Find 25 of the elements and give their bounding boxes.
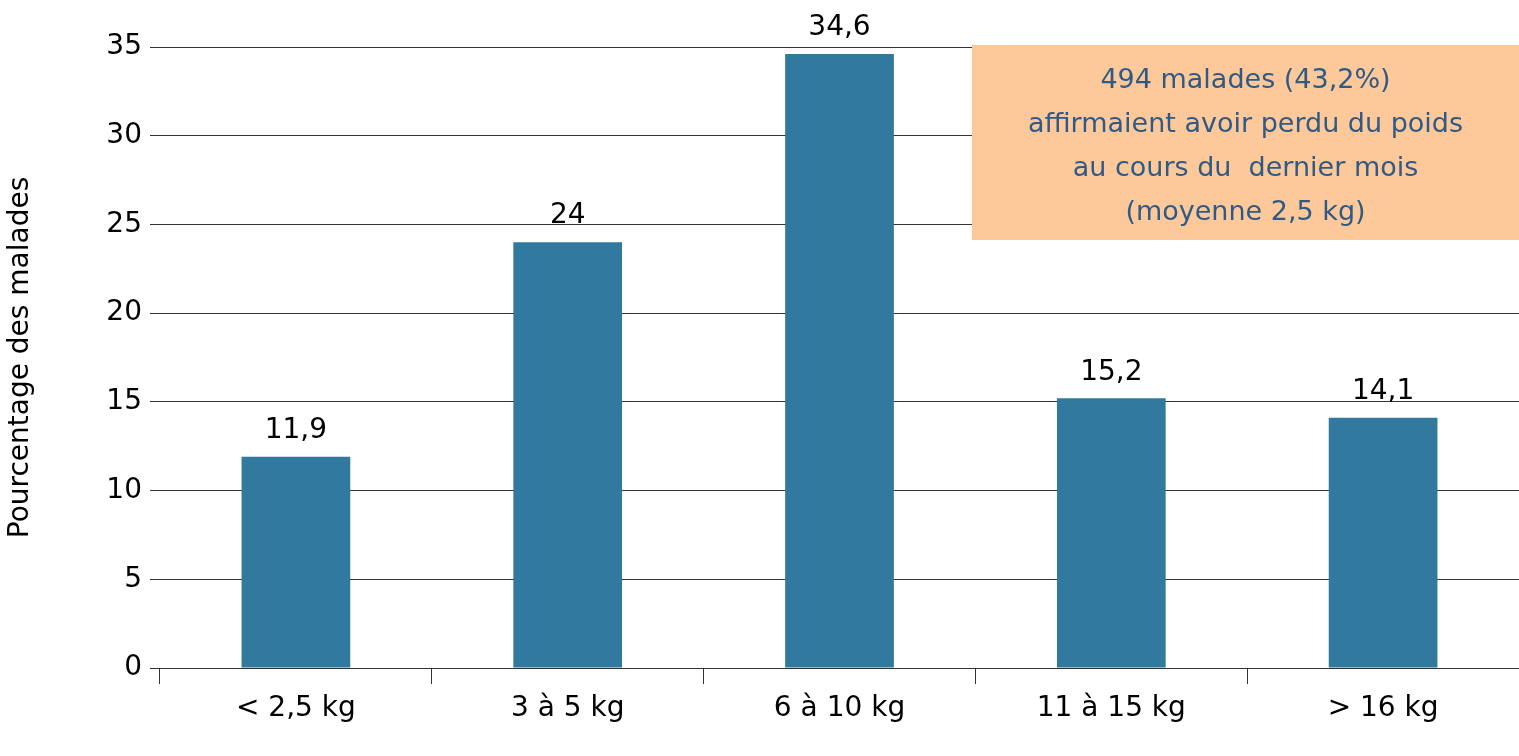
data-label: 34,6 <box>808 9 871 43</box>
data-label: 11,9 <box>264 412 328 446</box>
y-tick-label: 35 <box>106 28 142 62</box>
bar <box>785 54 894 668</box>
bar <box>513 242 623 668</box>
data-label: 15,2 <box>1080 353 1143 387</box>
x-tick-label: 11 à 15 kg <box>1036 690 1186 724</box>
x-tick-label: > 16 kg <box>1327 690 1439 724</box>
x-tick-label: < 2,5 kg <box>236 690 356 724</box>
data-label: 14,1 <box>1351 373 1415 407</box>
y-tick-label: 30 <box>106 117 142 150</box>
bar <box>241 456 351 668</box>
y-tick-label: 15 <box>106 383 142 417</box>
y-tick-label: 5 <box>124 560 142 594</box>
x-tick-label: 6 à 10 kg <box>773 690 906 724</box>
data-label: 24 <box>549 197 586 231</box>
bar <box>1056 398 1166 668</box>
y-tick-label: 10 <box>106 471 142 505</box>
y-tick-label: 25 <box>106 205 142 239</box>
x-tick-label: 3 à 5 kg <box>510 690 625 724</box>
bar <box>1328 417 1438 668</box>
y-tick-label: 0 <box>124 649 142 683</box>
y-axis-title: Pourcentage des malades <box>2 176 36 539</box>
note-box: 494 malades (43,2%) affirmaient avoir perdu du poids au cours du dernier mois (moyenne 2,5 kg) <box>972 45 1519 240</box>
y-tick-label: 20 <box>106 294 142 328</box>
